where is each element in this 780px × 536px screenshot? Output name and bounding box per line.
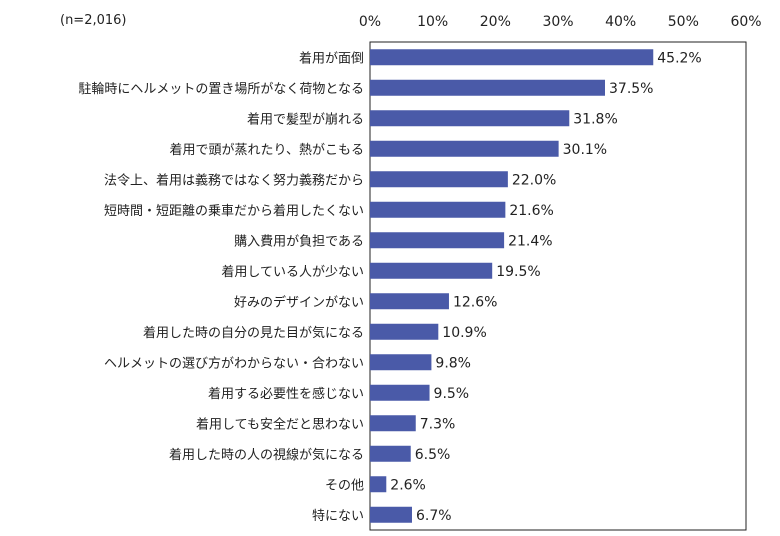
data-label: 12.6%	[453, 294, 497, 310]
bar	[370, 49, 654, 66]
bar	[370, 476, 387, 493]
x-tick-label: 50%	[668, 14, 699, 30]
category-label: 法令上、着用は義務ではなく努力義務だから	[104, 172, 364, 188]
data-label: 31.8%	[573, 111, 617, 127]
category-label: 着用で髪型が崩れる	[247, 111, 364, 127]
category-label: 着用した時の人の視線が気になる	[169, 447, 364, 463]
bar	[370, 506, 412, 523]
category-label: 駐輪時にヘルメットの置き場所がなく荷物となる	[78, 81, 364, 97]
data-label: 9.5%	[434, 386, 470, 402]
sample-size-note: (n=2,016)	[60, 13, 127, 28]
category-label: 購入費用が負担である	[234, 234, 364, 249]
bar	[370, 415, 416, 432]
category-label: 好みのデザインがない	[234, 294, 364, 310]
bar	[370, 293, 449, 310]
bar	[370, 232, 505, 249]
data-label: 9.8%	[435, 355, 471, 371]
bar	[370, 262, 493, 279]
plot-frame	[369, 41, 747, 531]
value-labels: 45.2%37.5% 31.8% 30.1% 22.0% 21.6% 21.4% 19.5%…	[390, 50, 701, 524]
bar	[370, 384, 430, 401]
data-label: 21.6%	[509, 203, 553, 219]
category-label: 着用で頭が蒸れたり、熱がこもる	[170, 142, 364, 158]
bar	[370, 110, 570, 127]
category-label: 着用した時の自分の見た目が気になる	[143, 325, 364, 341]
bar	[370, 201, 506, 218]
bar	[370, 323, 439, 340]
data-label: 10.9%	[442, 325, 486, 341]
data-label: 22.0%	[512, 172, 556, 188]
bar	[370, 354, 432, 371]
x-tick-label: 60%	[730, 14, 761, 30]
bar	[370, 171, 508, 188]
category-label: 着用している人が少ない	[221, 264, 364, 280]
category-label: 着用する必要性を感じない	[208, 386, 364, 402]
category-labels: 着用が面倒駐輪時にヘルメットの置き場所がなく荷物となる着用で髪型が崩れる着用で頭…	[78, 50, 364, 524]
x-tick-label: 20%	[480, 14, 511, 30]
data-label: 2.6%	[390, 477, 426, 493]
data-label: 6.7%	[416, 508, 452, 524]
category-label: 着用しても安全だと思わない	[196, 416, 364, 432]
x-tick-label: 0%	[359, 14, 381, 30]
category-label: 特にない	[312, 509, 364, 524]
bar	[370, 445, 411, 462]
category-label: ヘルメットの選び方がわからない・合わない	[104, 355, 364, 371]
data-label: 30.1%	[563, 142, 607, 158]
data-label: 21.4%	[508, 233, 552, 249]
category-label: 短時間・短距離の乗車だから着用したくない	[104, 203, 364, 219]
category-label: 着用が面倒	[299, 50, 364, 66]
data-label: 7.3%	[420, 416, 456, 432]
data-label: 6.5%	[415, 447, 451, 463]
data-label: 45.2%	[657, 50, 701, 66]
category-label: その他	[325, 478, 364, 493]
x-tick-label: 30%	[542, 14, 573, 30]
x-tick-label: 10%	[417, 14, 448, 30]
x-axis-ticks: 0% 10% 20% 30% 40% 50% 60%	[359, 14, 762, 30]
data-label: 37.5%	[609, 81, 653, 97]
data-label: 19.5%	[496, 264, 540, 280]
bars	[370, 49, 654, 523]
x-tick-label: 40%	[605, 14, 636, 30]
bar	[370, 140, 559, 157]
bar	[370, 79, 605, 96]
